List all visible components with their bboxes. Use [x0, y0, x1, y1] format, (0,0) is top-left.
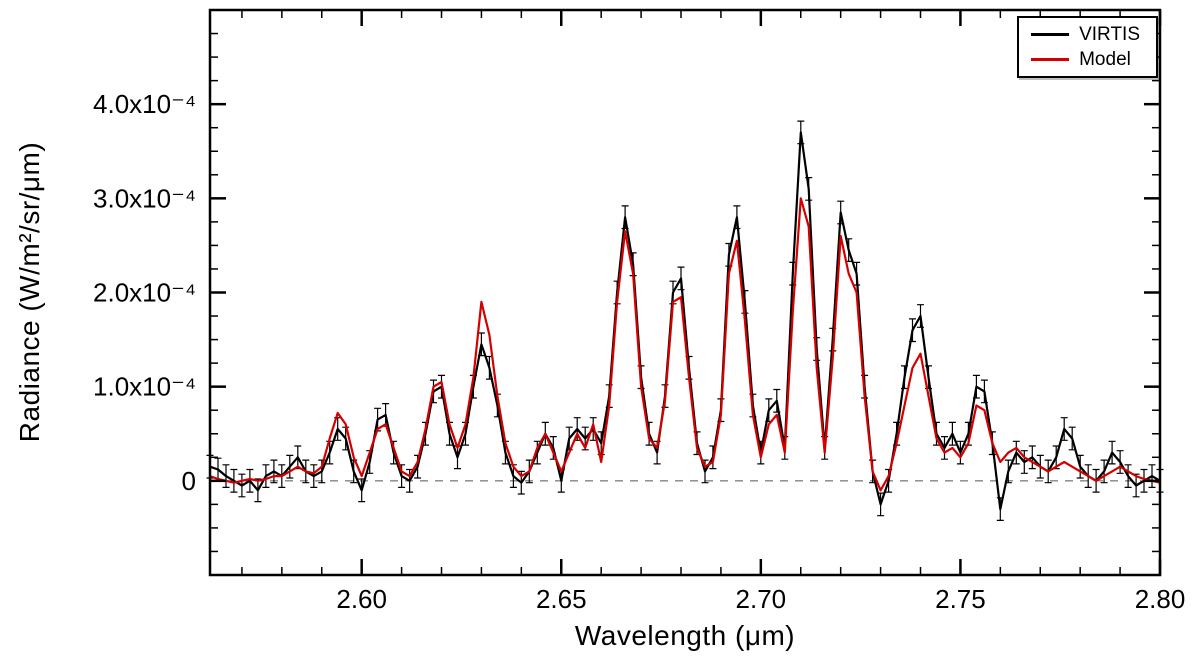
legend-label-model: Model — [1079, 49, 1131, 70]
y-axis-title: Radiance (W/m²/sr/μm) — [14, 141, 45, 443]
y-tick-label: 3.0x10⁻⁴ — [93, 183, 196, 213]
x-tick-label: 2.70 — [736, 584, 787, 614]
x-tick-label: 2.80 — [1135, 584, 1186, 614]
legend-item-virtis: VIRTIS — [1031, 25, 1140, 44]
virtis-line-swatch — [1031, 33, 1070, 36]
y-tick-label: 1.0x10⁻⁴ — [93, 372, 196, 402]
legend: VIRTIS Model — [1017, 16, 1158, 78]
x-tick-label: 2.60 — [336, 584, 387, 614]
y-tick-label: 0 — [182, 466, 196, 496]
legend-label-virtis: VIRTIS — [1079, 24, 1140, 45]
model-line-swatch — [1031, 58, 1070, 61]
x-tick-label: 2.75 — [935, 584, 986, 614]
model-line — [208, 197, 1162, 492]
x-tick-label: 2.65 — [536, 584, 587, 614]
y-tick-label: 4.0x10⁻⁴ — [93, 89, 196, 119]
plot-frame — [208, 8, 1162, 577]
virtis-line — [208, 131, 1162, 511]
legend-item-model: Model — [1031, 50, 1140, 69]
x-axis-title: Wavelength (μm) — [574, 620, 796, 651]
y-tick-label: 2.0x10⁻⁴ — [93, 278, 196, 308]
